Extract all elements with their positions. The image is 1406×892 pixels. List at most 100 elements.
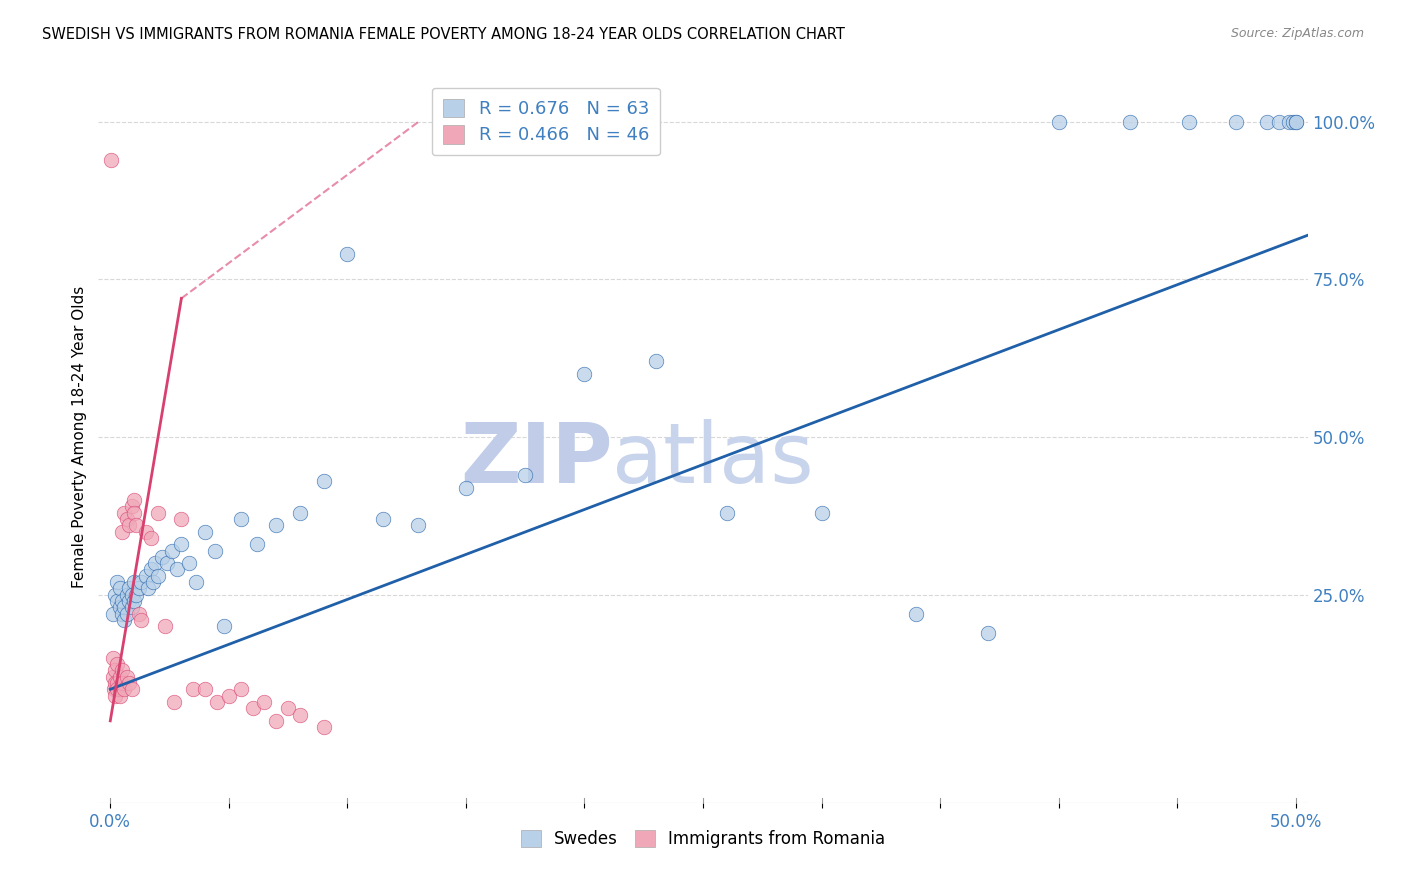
- Point: [118, 594, 141, 608]
- Point: [454, 481, 477, 495]
- Point: [101, 650, 124, 665]
- Point: [312, 720, 335, 734]
- Point: [644, 354, 666, 368]
- Point: [105, 682, 128, 697]
- Point: [143, 556, 166, 570]
- Point: [101, 607, 124, 621]
- Point: [122, 506, 145, 520]
- Point: [170, 537, 193, 551]
- Point: [146, 506, 169, 520]
- Point: [229, 682, 252, 697]
- Point: [104, 664, 127, 678]
- Point: [288, 707, 311, 722]
- Point: [114, 506, 136, 520]
- Point: [716, 506, 738, 520]
- Point: [139, 562, 162, 576]
- Legend: Swedes, Immigrants from Romania: Swedes, Immigrants from Romania: [513, 822, 893, 856]
- Point: [108, 582, 131, 596]
- Point: [115, 607, 138, 621]
- Point: [128, 582, 150, 596]
- Point: [111, 524, 134, 539]
- Point: [129, 575, 152, 590]
- Point: [122, 594, 145, 608]
- Point: [229, 512, 252, 526]
- Point: [253, 695, 276, 709]
- Point: [121, 500, 143, 514]
- Point: [108, 689, 131, 703]
- Point: [115, 512, 138, 526]
- Point: [111, 607, 134, 621]
- Point: [114, 613, 136, 627]
- Point: [146, 569, 169, 583]
- Y-axis label: Female Poverty Among 18-24 Year Olds: Female Poverty Among 18-24 Year Olds: [72, 286, 87, 588]
- Point: [205, 695, 228, 709]
- Point: [105, 657, 128, 671]
- Point: [1285, 115, 1308, 129]
- Point: [264, 714, 287, 728]
- Point: [125, 518, 148, 533]
- Point: [125, 588, 148, 602]
- Point: [118, 582, 141, 596]
- Point: [194, 682, 217, 697]
- Point: [408, 518, 430, 533]
- Point: [136, 582, 159, 596]
- Point: [104, 689, 127, 703]
- Text: Source: ZipAtlas.com: Source: ZipAtlas.com: [1230, 27, 1364, 40]
- Point: [139, 531, 162, 545]
- Point: [336, 247, 359, 261]
- Point: [156, 556, 179, 570]
- Point: [166, 562, 188, 576]
- Point: [111, 676, 134, 690]
- Point: [108, 600, 131, 615]
- Point: [135, 569, 157, 583]
- Point: [118, 676, 141, 690]
- Point: [1047, 115, 1070, 129]
- Point: [288, 506, 311, 520]
- Point: [122, 493, 145, 508]
- Point: [515, 467, 537, 482]
- Point: [153, 619, 176, 633]
- Point: [242, 701, 264, 715]
- Point: [312, 474, 335, 488]
- Point: [1119, 115, 1142, 129]
- Point: [135, 524, 157, 539]
- Point: [212, 619, 235, 633]
- Point: [122, 575, 145, 590]
- Point: [152, 549, 174, 564]
- Point: [976, 625, 998, 640]
- Point: [184, 575, 207, 590]
- Point: [1178, 115, 1201, 129]
- Point: [101, 670, 124, 684]
- Point: [142, 575, 165, 590]
- Point: [371, 512, 394, 526]
- Text: atlas: atlas: [613, 418, 814, 500]
- Point: [104, 676, 127, 690]
- Point: [218, 689, 240, 703]
- Point: [277, 701, 299, 715]
- Point: [108, 682, 131, 697]
- Point: [114, 682, 136, 697]
- Point: [1282, 115, 1305, 129]
- Point: [111, 664, 134, 678]
- Point: [128, 607, 150, 621]
- Point: [104, 588, 127, 602]
- Point: [111, 594, 134, 608]
- Point: [115, 670, 138, 684]
- Point: [194, 524, 217, 539]
- Point: [160, 543, 183, 558]
- Point: [170, 512, 193, 526]
- Point: [121, 682, 143, 697]
- Point: [100, 153, 122, 167]
- Point: [163, 695, 186, 709]
- Point: [115, 588, 138, 602]
- Point: [574, 367, 596, 381]
- Point: [114, 600, 136, 615]
- Text: ZIP: ZIP: [460, 418, 613, 500]
- Point: [1285, 115, 1308, 129]
- Point: [1256, 115, 1278, 129]
- Point: [121, 588, 143, 602]
- Text: SWEDISH VS IMMIGRANTS FROM ROMANIA FEMALE POVERTY AMONG 18-24 YEAR OLDS CORRELAT: SWEDISH VS IMMIGRANTS FROM ROMANIA FEMAL…: [42, 27, 845, 42]
- Point: [105, 594, 128, 608]
- Point: [105, 575, 128, 590]
- Point: [177, 556, 200, 570]
